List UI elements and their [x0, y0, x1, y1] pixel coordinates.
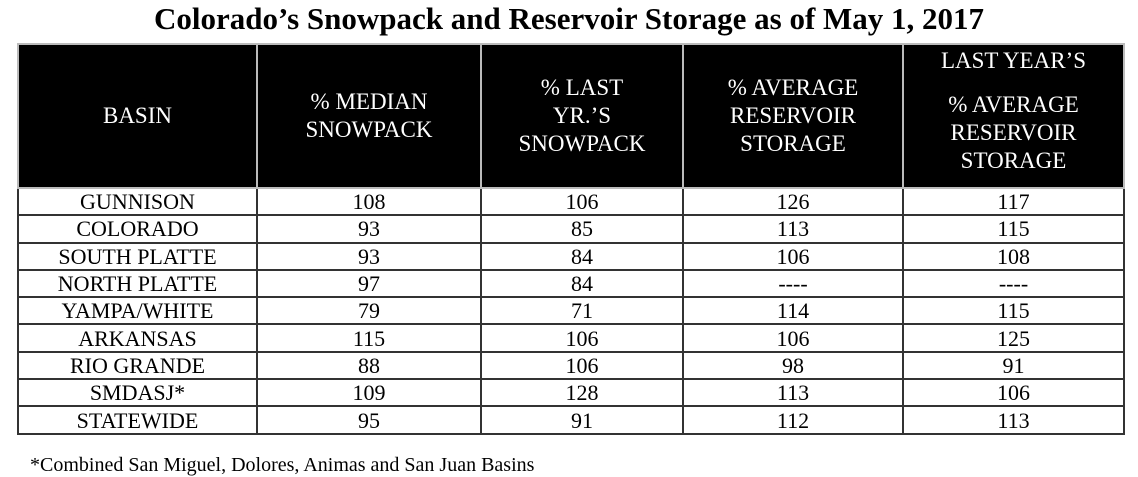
- table-row: YAMPA/WHITE 79 71 114 115: [17, 296, 1125, 326]
- table-row: COLORADO 93 85 113 115: [17, 214, 1125, 244]
- header-row: BASIN % MEDIAN SNOWPACK % LAST YR.’S SNO…: [17, 43, 1125, 189]
- value-cell: 113: [682, 378, 904, 408]
- value-cell: 115: [902, 214, 1125, 244]
- value-cell: 112: [682, 405, 904, 435]
- value-cell: 106: [902, 378, 1125, 408]
- basin-cell: SMDASJ*: [17, 378, 258, 408]
- basin-cell: YAMPA/WHITE: [17, 296, 258, 326]
- value-cell: 97: [256, 268, 482, 299]
- value-cell: 106: [480, 186, 684, 217]
- table-row: SMDASJ* 109 128 113 106: [17, 378, 1125, 408]
- table-row: GUNNISON 108 106 126 117: [17, 186, 1125, 217]
- table-row: RIO GRANDE 88 106 98 91: [17, 350, 1125, 381]
- header-avg-reservoir: % AVERAGE RESERVOIR STORAGE: [682, 43, 904, 189]
- value-cell: 93: [256, 241, 482, 271]
- value-cell: 93: [256, 214, 482, 244]
- value-cell: 113: [902, 405, 1125, 435]
- value-cell: 113: [682, 214, 904, 244]
- basin-cell: STATEWIDE: [17, 405, 258, 435]
- page-title: Colorado’s Snowpack and Reservoir Storag…: [153, 1, 985, 36]
- basin-cell: RIO GRANDE: [17, 350, 258, 381]
- value-cell: 109: [256, 378, 482, 408]
- value-cell: 115: [256, 323, 482, 353]
- value-cell: 114: [682, 296, 904, 326]
- basin-cell: ARKANSAS: [17, 323, 258, 353]
- value-cell: 106: [682, 323, 904, 353]
- value-cell: 128: [480, 378, 684, 408]
- value-cell: ----: [682, 268, 904, 299]
- value-cell: 91: [902, 350, 1125, 381]
- value-cell: 71: [480, 296, 684, 326]
- value-cell: 126: [682, 186, 904, 217]
- value-cell: 106: [480, 323, 684, 353]
- value-cell: 95: [256, 405, 482, 435]
- header-last-year-label: LAST YEAR’S: [940, 48, 1087, 73]
- value-cell: 117: [902, 186, 1125, 217]
- value-cell: 108: [902, 241, 1125, 271]
- value-cell: 106: [682, 241, 904, 271]
- basin-cell: NORTH PLATTE: [17, 268, 258, 299]
- value-cell: ----: [902, 268, 1125, 299]
- table-row: NORTH PLATTE 97 84 ---- ----: [17, 268, 1125, 299]
- value-cell: 108: [256, 186, 482, 217]
- value-cell: 91: [480, 405, 684, 435]
- basin-cell: COLORADO: [17, 214, 258, 244]
- value-cell: 106: [480, 350, 684, 381]
- value-cell: 84: [480, 241, 684, 271]
- header-median-snowpack: % MEDIAN SNOWPACK: [256, 43, 482, 189]
- value-cell: 88: [256, 350, 482, 381]
- table-row: STATEWIDE 95 91 112 113: [17, 405, 1125, 435]
- table-row: SOUTH PLATTE 93 84 106 108: [17, 241, 1125, 271]
- value-cell: 84: [480, 268, 684, 299]
- header-last-year-snowpack: % LAST YR.’S SNOWPACK: [480, 43, 684, 189]
- value-cell: 125: [902, 323, 1125, 353]
- value-cell: 98: [682, 350, 904, 381]
- basin-cell: GUNNISON: [17, 186, 258, 217]
- table-row: ARKANSAS 115 106 106 125: [17, 323, 1125, 353]
- value-cell: 115: [902, 296, 1125, 326]
- basin-cell: SOUTH PLATTE: [17, 241, 258, 271]
- value-cell: 79: [256, 296, 482, 326]
- value-cell: 85: [480, 214, 684, 244]
- footnote: *Combined San Miguel, Dolores, Animas an…: [30, 454, 535, 476]
- header-last-year-sub: % AVERAGE RESERVOIR STORAGE: [948, 92, 1079, 173]
- header-basin: BASIN: [17, 43, 258, 189]
- snowpack-table: BASIN % MEDIAN SNOWPACK % LAST YR.’S SNO…: [17, 43, 1125, 435]
- header-last-year-reservoir: LAST YEAR’S % AVERAGE RESERVOIR STORAGE: [902, 43, 1125, 189]
